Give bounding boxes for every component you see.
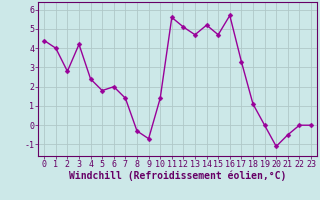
X-axis label: Windchill (Refroidissement éolien,°C): Windchill (Refroidissement éolien,°C) bbox=[69, 171, 286, 181]
